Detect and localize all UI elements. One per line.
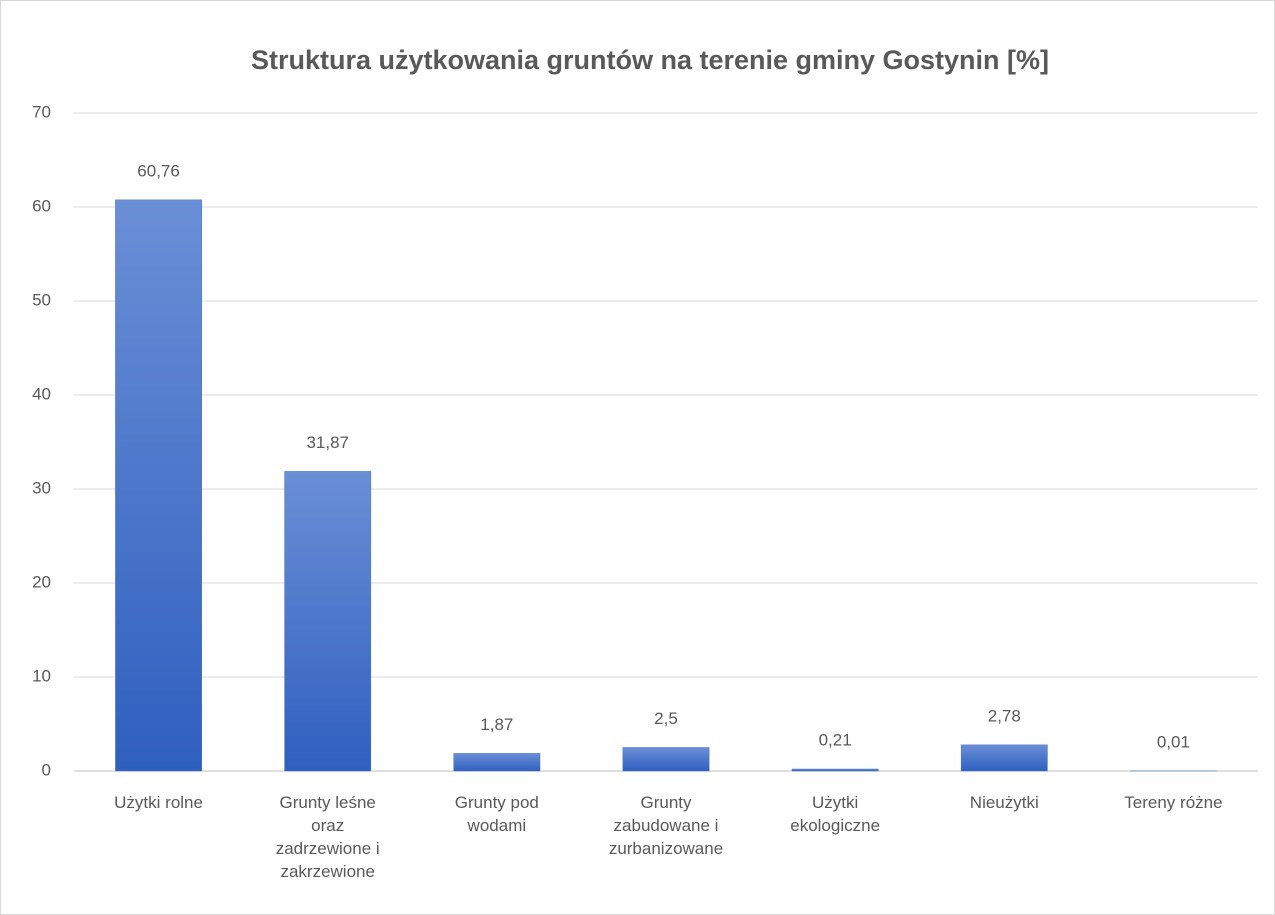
x-tick-label: Tereny różne <box>1124 793 1223 812</box>
data-label: 2,78 <box>988 706 1021 725</box>
y-tick-label: 10 <box>32 666 51 685</box>
x-tick-label: Grunty leśne oraz zadrzewione i zakrzewi… <box>275 793 380 881</box>
y-tick-label: 20 <box>32 572 51 591</box>
data-label: 0,01 <box>1157 732 1190 751</box>
data-label: 0,21 <box>819 731 852 750</box>
data-label: 31,87 <box>306 433 349 452</box>
y-tick-label: 70 <box>32 102 51 121</box>
bar <box>622 747 710 772</box>
bar <box>791 768 879 772</box>
y-tick-label: 40 <box>32 384 51 403</box>
bar <box>284 471 372 772</box>
x-tick-label: Grunty pod wodami <box>454 793 539 835</box>
x-tick-label: Grunty zabudowane i zurbanizowane <box>608 793 724 858</box>
x-tick-label: Użytki ekologiczne <box>790 793 881 835</box>
y-tick-label: 60 <box>32 196 51 215</box>
chart-title: Struktura użytkowania gruntów na terenie… <box>251 45 1049 75</box>
x-tick-label: Nieużytki <box>969 793 1039 812</box>
x-tick-label: Użytki rolne <box>114 793 203 812</box>
data-label: 2,5 <box>654 709 678 728</box>
y-tick-label: 30 <box>32 478 51 497</box>
y-tick-label: 50 <box>32 290 51 309</box>
bar <box>453 753 541 772</box>
data-label: 60,76 <box>137 161 180 180</box>
data-label: 1,87 <box>480 715 513 734</box>
y-tick-label: 0 <box>42 760 51 779</box>
bar <box>960 744 1048 772</box>
bar <box>115 199 202 772</box>
